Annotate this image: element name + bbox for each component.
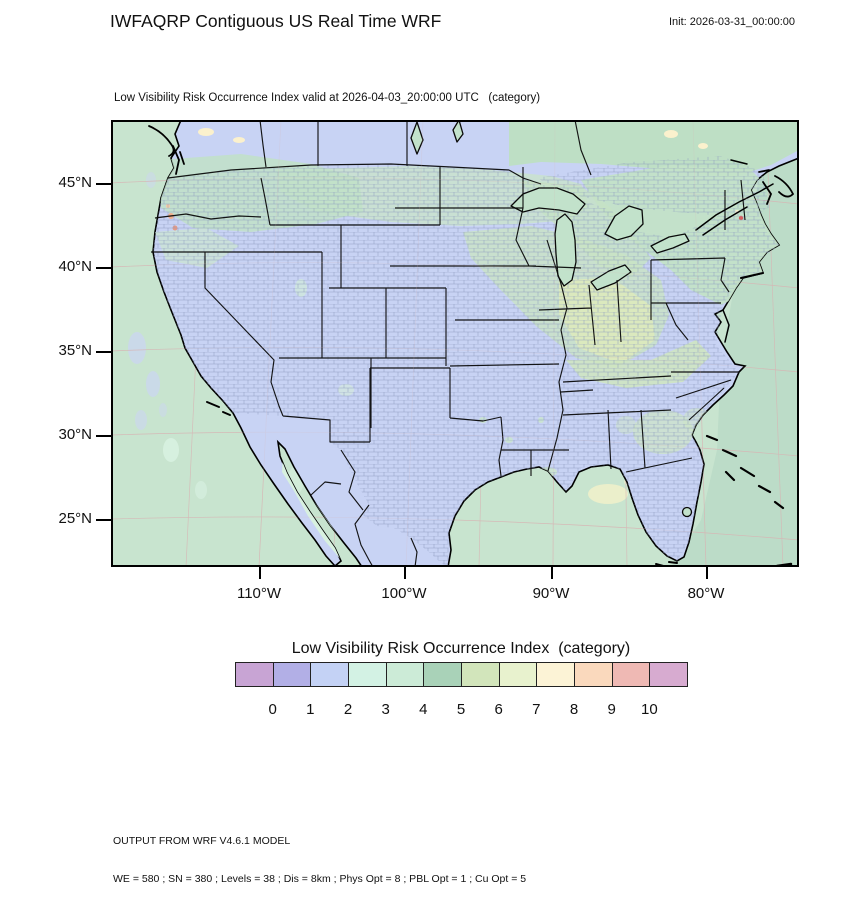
channel-islands bbox=[206, 401, 231, 416]
page-title: IWFAQRP Contiguous US Real Time WRF bbox=[110, 11, 442, 31]
chesapeake-bay bbox=[722, 309, 730, 343]
us-map-svg bbox=[110, 119, 800, 568]
lake-erie bbox=[590, 264, 632, 291]
footer-annotation: OUTPUT FROM WRF V4.6.1 MODEL WE = 580 ; … bbox=[113, 810, 526, 898]
footer-model-line: OUTPUT FROM WRF V4.6.1 MODEL bbox=[113, 835, 291, 847]
colorbar-tick-label: 8 bbox=[569, 701, 579, 718]
lake-superior bbox=[510, 187, 586, 215]
colorbar-tick-label: 3 bbox=[381, 701, 390, 718]
y-axis-tick bbox=[96, 351, 111, 353]
y-axis-label: 35°N bbox=[58, 342, 92, 359]
colorbar-swatch bbox=[272, 662, 312, 687]
x-axis-tick bbox=[706, 567, 708, 579]
colorbar-swatch bbox=[348, 662, 387, 687]
coastline-details bbox=[148, 125, 795, 568]
colorbar-swatch bbox=[235, 662, 274, 687]
colorbar-swatch bbox=[649, 662, 688, 687]
colorbar-tick-label: 2 bbox=[343, 701, 353, 718]
colorbar-tick-label: 7 bbox=[532, 701, 541, 718]
colorbar-tick-label: 5 bbox=[456, 701, 466, 718]
x-axis-label: 80°W bbox=[687, 585, 725, 602]
nova-scotia-fundy bbox=[758, 169, 795, 205]
y-axis-tick bbox=[96, 183, 111, 185]
x-axis-tick bbox=[404, 567, 406, 579]
y-axis-label: 40°N bbox=[58, 258, 92, 275]
x-axis-tick bbox=[551, 567, 553, 579]
st-lawrence-river bbox=[695, 159, 774, 236]
state-borders bbox=[151, 119, 746, 568]
offshore-blue-patch bbox=[128, 332, 146, 364]
y-axis-tick bbox=[96, 519, 111, 521]
colorbar-tick-label: 4 bbox=[419, 701, 428, 718]
colorbar-swatch bbox=[536, 662, 575, 687]
map-border bbox=[111, 120, 799, 567]
y-axis-label: 30°N bbox=[58, 426, 92, 443]
colorbar-swatch bbox=[310, 662, 349, 687]
x-axis-label: 100°W bbox=[381, 585, 427, 602]
colorbar-swatch bbox=[385, 662, 425, 687]
colorbar-swatch bbox=[461, 662, 500, 687]
lake-okeechobee bbox=[681, 506, 693, 518]
x-axis-label: 110°W bbox=[236, 585, 282, 602]
colorbar-swatch bbox=[423, 662, 462, 687]
wrf-plot-page: { "header": { "title": "IWFAQRP Contiguo… bbox=[58, 11, 800, 885]
x-axis-label: 90°W bbox=[532, 585, 570, 602]
colorbar-title: Low Visibility Risk Occurrence Index (ca… bbox=[291, 640, 631, 657]
y-axis-label: 45°N bbox=[58, 174, 92, 191]
bahamas-islands bbox=[705, 434, 785, 510]
y-axis-label: 25°N bbox=[58, 510, 92, 527]
colorbar-swatch bbox=[574, 662, 613, 687]
colorbar-swatch bbox=[498, 662, 538, 687]
y-axis-tick bbox=[96, 267, 111, 269]
colorbar-tick-label: 0 bbox=[268, 701, 277, 718]
colorbar-tick-label: 6 bbox=[494, 701, 503, 718]
colorbar-tick-label: 1 bbox=[306, 701, 315, 718]
gulf-yellow-patch bbox=[588, 484, 628, 504]
colorbar-tick-label: 9 bbox=[607, 701, 616, 718]
x-axis-tick bbox=[259, 567, 261, 579]
init-timestamp: Init: 2026-03-31_00:00:00 bbox=[669, 16, 795, 28]
map-canvas bbox=[110, 119, 800, 568]
footer-params-line: WE = 580 ; SN = 380 ; Levels = 38 ; Dis … bbox=[113, 872, 527, 885]
y-axis-tick bbox=[96, 435, 111, 437]
colorbar-swatch bbox=[611, 662, 651, 687]
long-island bbox=[740, 272, 764, 279]
lake-huron bbox=[604, 205, 644, 241]
lake-ontario bbox=[650, 233, 690, 254]
lake-winnipeg bbox=[410, 121, 424, 155]
map-subtitle: Low Visibility Risk Occurrence Index val… bbox=[114, 92, 541, 104]
puget-sound-vancouver-island bbox=[148, 125, 185, 175]
graticule-overlay bbox=[110, 119, 800, 568]
colorbar-tick-label: 10 bbox=[640, 701, 658, 718]
